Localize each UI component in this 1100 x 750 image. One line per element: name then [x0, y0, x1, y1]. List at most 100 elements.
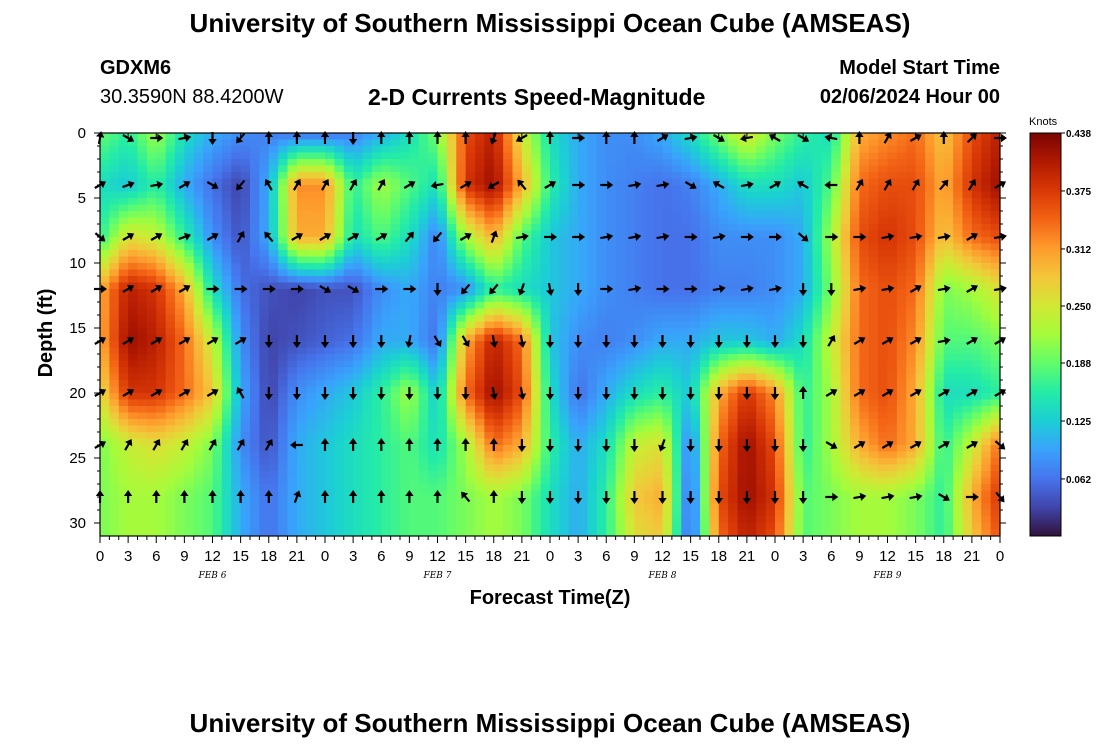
- heat-cell: [887, 451, 898, 459]
- heat-cell: [128, 185, 139, 193]
- heat-cell: [296, 341, 307, 349]
- heat-cell: [193, 243, 204, 251]
- heat-cell: [371, 289, 382, 297]
- heat-cell: [381, 139, 392, 147]
- heat-cell: [831, 289, 842, 297]
- heat-cell: [943, 458, 954, 466]
- heat-cell: [887, 328, 898, 336]
- heat-cell: [700, 432, 710, 440]
- heat-cell: [943, 276, 954, 284]
- heat-cell: [756, 393, 767, 401]
- heat-cell: [475, 295, 485, 303]
- heat-cell: [493, 289, 504, 297]
- heat-cell: [981, 159, 992, 167]
- heat-cell: [606, 419, 617, 427]
- heat-cell: [943, 347, 954, 355]
- heat-cell: [184, 204, 195, 212]
- heat-cell: [868, 425, 879, 433]
- heat-cell: [587, 367, 598, 375]
- heat-cell: [981, 133, 992, 141]
- heat-cell: [559, 237, 570, 245]
- heat-cell: [456, 451, 467, 459]
- heat-cell: [803, 256, 814, 264]
- heat-cell: [325, 237, 335, 245]
- heat-cell: [887, 341, 898, 349]
- heat-cell: [934, 172, 945, 180]
- heat-cell: [943, 328, 954, 336]
- heat-cell: [625, 354, 635, 362]
- heat-cell: [934, 302, 945, 310]
- heat-cell: [690, 425, 701, 433]
- heat-cell: [503, 334, 514, 342]
- heat-cell: [203, 282, 214, 290]
- heat-cell: [887, 321, 898, 329]
- heat-cell: [371, 419, 382, 427]
- heat-cell: [521, 217, 532, 225]
- heat-cell: [709, 269, 720, 277]
- heat-cell: [184, 289, 195, 297]
- heat-cell: [109, 308, 120, 316]
- heat-cell: [100, 159, 110, 167]
- heat-cell: [212, 347, 223, 355]
- heat-cell: [371, 438, 382, 446]
- heat-cell: [812, 399, 823, 407]
- heat-cell: [737, 438, 748, 446]
- heat-cell: [765, 146, 776, 154]
- heat-cell: [371, 432, 382, 440]
- heat-cell: [437, 178, 448, 186]
- heat-cell: [718, 250, 729, 258]
- heat-cell: [962, 458, 973, 466]
- heat-cell: [128, 373, 139, 381]
- heat-cell: [278, 419, 289, 427]
- heat-cell: [221, 458, 232, 466]
- heat-cell: [475, 230, 485, 238]
- heat-cell: [756, 464, 767, 472]
- heat-cell: [128, 237, 139, 245]
- heat-cell: [428, 250, 439, 258]
- heat-cell: [465, 315, 476, 323]
- heat-cell: [681, 360, 692, 368]
- heat-cell: [962, 399, 973, 407]
- heat-cell: [962, 302, 973, 310]
- heat-cell: [971, 152, 982, 160]
- heat-cell: [259, 224, 270, 232]
- heat-cell: [868, 172, 879, 180]
- heat-cell: [812, 269, 823, 277]
- heat-cell: [287, 146, 298, 154]
- heat-cell: [343, 419, 354, 427]
- heat-cell: [700, 321, 710, 329]
- heat-cell: [981, 445, 992, 453]
- heat-cell: [390, 289, 401, 297]
- heat-cell: [456, 373, 467, 381]
- heat-cell: [465, 386, 476, 394]
- heat-cell: [250, 380, 260, 388]
- heat-cell: [212, 198, 223, 206]
- heat-cell: [915, 399, 926, 407]
- heat-cell: [615, 237, 626, 245]
- heat-cell: [859, 419, 870, 427]
- heat-cell: [934, 217, 945, 225]
- heat-cell: [953, 464, 964, 472]
- heat-cell: [587, 432, 598, 440]
- heat-cell: [240, 341, 251, 349]
- heat-cell: [859, 393, 870, 401]
- heat-cell: [615, 373, 626, 381]
- heat-cell: [587, 419, 598, 427]
- heat-cell: [484, 250, 495, 258]
- heat-cell: [343, 139, 354, 147]
- heat-cell: [943, 445, 954, 453]
- heat-cell: [193, 133, 204, 141]
- heat-cell: [793, 269, 804, 277]
- heat-cell: [878, 256, 889, 264]
- heat-cell: [465, 211, 476, 219]
- heat-cell: [493, 393, 504, 401]
- heat-cell: [634, 458, 645, 466]
- heat-cell: [240, 302, 251, 310]
- heat-cell: [278, 217, 289, 225]
- heat-cell: [437, 347, 448, 355]
- heat-cell: [259, 165, 270, 173]
- heat-cell: [821, 204, 832, 212]
- heat-cell: [175, 250, 185, 258]
- heat-cell: [456, 198, 467, 206]
- heat-cell: [400, 367, 410, 375]
